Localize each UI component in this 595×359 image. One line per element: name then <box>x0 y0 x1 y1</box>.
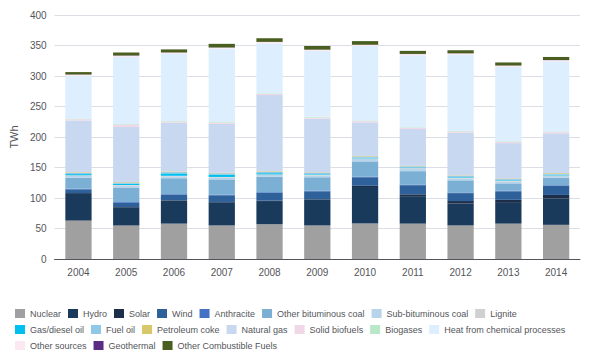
svg-text:2010: 2010 <box>354 267 377 278</box>
svg-text:2014: 2014 <box>545 267 568 278</box>
svg-text:Other Combustible Fuels: Other Combustible Fuels <box>178 341 278 351</box>
svg-text:2004: 2004 <box>67 267 90 278</box>
svg-text:Nuclear: Nuclear <box>30 309 61 319</box>
svg-text:2008: 2008 <box>258 267 281 278</box>
svg-text:350: 350 <box>30 40 47 51</box>
svg-text:Gas/diesel oil: Gas/diesel oil <box>30 325 84 335</box>
svg-text:0: 0 <box>41 254 47 265</box>
svg-text:TWh: TWh <box>8 125 20 148</box>
svg-text:2007: 2007 <box>211 267 234 278</box>
svg-text:Hydro: Hydro <box>83 309 107 319</box>
svg-text:Solid biofuels: Solid biofuels <box>310 325 364 335</box>
svg-text:Heat from chemical processes: Heat from chemical processes <box>444 325 566 335</box>
svg-text:Fuel oil: Fuel oil <box>106 325 135 335</box>
svg-text:Lignite: Lignite <box>490 309 517 319</box>
svg-text:50: 50 <box>35 223 47 234</box>
svg-text:Other bituminous coal: Other bituminous coal <box>277 309 365 319</box>
svg-text:Petroleum coke: Petroleum coke <box>157 325 220 335</box>
svg-text:300: 300 <box>30 71 47 82</box>
svg-text:Natural gas: Natural gas <box>242 325 289 335</box>
svg-text:100: 100 <box>30 193 47 204</box>
svg-text:150: 150 <box>30 162 47 173</box>
svg-text:Biogases: Biogases <box>385 325 423 335</box>
svg-text:2013: 2013 <box>497 267 520 278</box>
svg-text:Wind: Wind <box>172 309 193 319</box>
svg-text:Sub-bituminous coal: Sub-bituminous coal <box>387 309 469 319</box>
svg-text:2006: 2006 <box>163 267 186 278</box>
svg-text:Other sources: Other sources <box>30 341 87 351</box>
svg-text:200: 200 <box>30 132 47 143</box>
svg-text:400: 400 <box>30 10 47 21</box>
svg-text:2012: 2012 <box>449 267 472 278</box>
svg-text:2005: 2005 <box>115 267 138 278</box>
svg-text:250: 250 <box>30 101 47 112</box>
svg-text:2009: 2009 <box>306 267 329 278</box>
svg-text:Geothermal: Geothermal <box>109 341 156 351</box>
svg-text:Anthracite: Anthracite <box>215 309 256 319</box>
svg-text:2011: 2011 <box>402 267 424 278</box>
svg-text:Solar: Solar <box>129 309 150 319</box>
